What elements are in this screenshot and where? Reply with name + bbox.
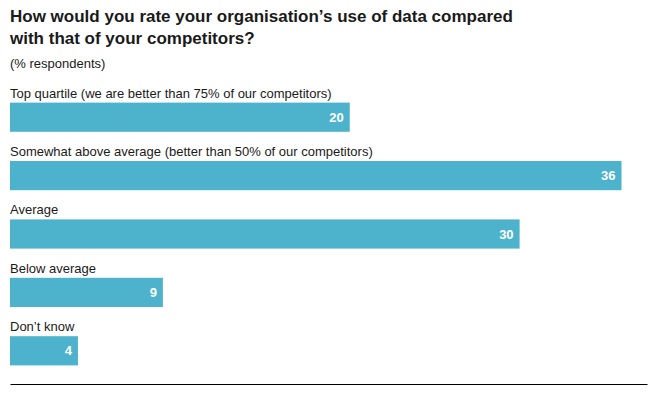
category-label: Somewhat above average (better than 50% … xyxy=(10,144,373,159)
category-label: Top quartile (we are better than 75% of … xyxy=(10,86,332,101)
data-label: 30 xyxy=(499,227,513,242)
labels: Top quartile (we are better than 75% of … xyxy=(10,86,616,359)
title: with that of your competitors? xyxy=(9,29,255,48)
data-label: 20 xyxy=(329,110,343,125)
category-label: Average xyxy=(10,202,58,217)
bar xyxy=(10,219,520,248)
chart: How would you rate your organisation’s u… xyxy=(0,0,657,401)
category-label: Don’t know xyxy=(10,319,75,334)
data-label: 4 xyxy=(65,343,73,358)
title: How would you rate your organisation’s u… xyxy=(10,7,513,26)
bar xyxy=(10,161,622,190)
data-label: 9 xyxy=(150,285,157,300)
bar xyxy=(10,336,78,365)
data-label: 36 xyxy=(601,168,615,183)
x-axis-line xyxy=(11,384,648,385)
x-axis xyxy=(11,384,648,385)
bar xyxy=(10,278,163,307)
bars xyxy=(10,103,622,366)
bar xyxy=(10,103,350,132)
category-label: Below average xyxy=(10,261,96,276)
subtitle: (% respondents) xyxy=(10,56,105,71)
